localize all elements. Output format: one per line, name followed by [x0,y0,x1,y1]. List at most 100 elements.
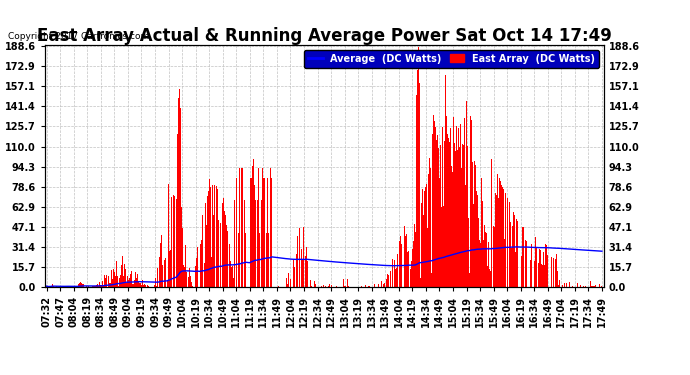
Bar [580,285,581,287]
Bar [594,286,595,287]
Bar [480,243,481,287]
Bar [325,286,326,287]
Bar [252,166,253,287]
Bar [113,269,114,287]
Bar [191,282,193,287]
Bar [259,232,260,287]
Bar [450,128,451,287]
Bar [186,272,187,287]
Bar [555,270,556,287]
Bar [139,283,140,287]
Bar [208,191,209,287]
Bar [94,286,95,287]
Bar [551,257,552,287]
Bar [465,185,466,287]
Bar [434,121,435,287]
Bar [542,264,543,287]
Bar [429,158,431,287]
Bar [412,249,413,287]
Bar [315,284,316,287]
Bar [515,252,516,287]
Bar [485,232,486,287]
Bar [104,275,105,287]
Bar [446,117,447,287]
Bar [214,185,215,287]
Bar [299,267,300,287]
Bar [168,184,169,287]
Bar [368,286,369,287]
Bar [543,252,544,287]
Bar [258,168,259,287]
Bar [482,251,484,287]
Bar [478,219,479,287]
Bar [386,279,387,287]
Bar [381,281,382,287]
Bar [135,272,137,287]
Bar [511,248,512,287]
Bar [472,162,473,287]
Bar [456,126,457,287]
Bar [432,134,433,287]
Bar [384,283,385,287]
Bar [184,267,185,287]
Bar [528,231,529,287]
Bar [102,281,103,287]
Bar [522,226,523,287]
Bar [419,63,420,287]
Bar [52,286,53,287]
Bar [441,207,442,287]
Bar [538,263,540,287]
Bar [443,206,444,287]
Bar [488,243,489,287]
Bar [125,269,126,287]
Bar [224,211,225,287]
Bar [120,275,121,287]
Bar [519,236,520,287]
Bar [469,273,470,287]
Bar [116,261,117,287]
Bar [489,269,490,287]
Bar [404,226,405,287]
Bar [114,272,115,287]
Bar [414,224,415,287]
Bar [137,274,138,287]
Bar [244,200,246,287]
Bar [572,286,573,287]
Bar [463,145,464,287]
Bar [229,244,230,287]
Bar [437,135,438,287]
Bar [101,285,102,287]
Bar [416,96,417,287]
Bar [250,178,251,287]
Bar [525,240,526,287]
Bar [272,178,273,287]
Bar [369,286,370,287]
Bar [287,284,288,287]
Bar [209,179,210,287]
Bar [143,285,144,287]
Bar [473,204,475,287]
Bar [134,280,135,287]
Bar [331,285,332,287]
Bar [444,75,446,287]
Bar [97,283,99,287]
Bar [471,120,472,287]
Bar [343,279,344,287]
Bar [109,284,110,287]
Bar [105,278,106,287]
Bar [206,225,207,287]
Bar [207,196,208,287]
Bar [406,234,407,287]
Bar [81,283,82,287]
Bar [123,276,124,287]
Bar [310,280,311,287]
Bar [417,47,419,287]
Bar [449,142,450,287]
Bar [493,226,494,287]
Bar [216,186,217,287]
Bar [546,246,547,287]
Bar [126,283,128,287]
Bar [66,286,67,287]
Bar [233,278,234,287]
Bar [65,286,66,287]
